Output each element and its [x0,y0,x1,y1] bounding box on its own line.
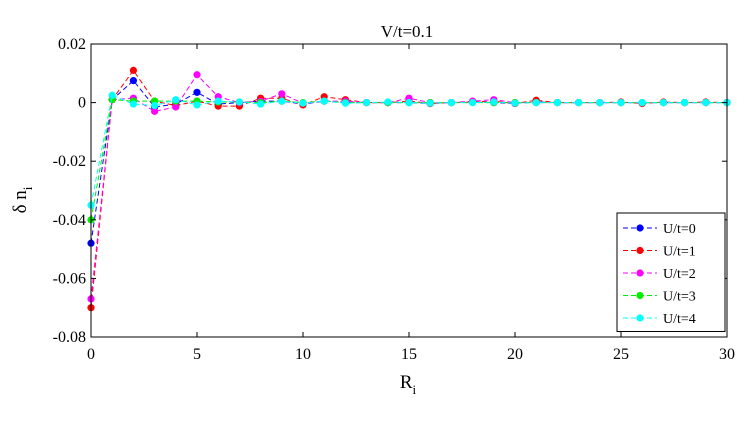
series-line [90,94,727,206]
data-point [108,91,116,99]
data-point [235,98,243,106]
legend-label: U/t=4 [663,312,696,327]
data-point [320,97,328,105]
legend-item: U/t=2 [623,267,696,282]
legend-item: U/t=3 [623,290,696,305]
data-point [129,100,137,108]
data-point [214,97,222,105]
legend-marker [636,314,644,322]
data-point [638,99,646,107]
x-tick-label: 0 [87,346,95,363]
x-tick-label: 20 [507,346,523,363]
y-tick-label: -0.04 [53,212,86,229]
data-point [278,97,286,105]
data-point [426,99,434,107]
data-point [193,88,201,96]
y-axis-label: δ ni [10,186,35,213]
series-3 [87,96,731,224]
y-axis-label-main: δ n [10,190,31,214]
y-tick-label: 0 [78,95,86,112]
legend-label: U/t=1 [663,245,696,260]
y-tick-label: 0.02 [58,36,86,53]
data-point [172,96,180,104]
x-tick-label: 15 [401,346,417,363]
x-axis-label-main: R [400,372,413,393]
legend-item: U/t=1 [623,245,696,260]
x-tick-label: 30 [719,346,735,363]
data-point [681,99,689,107]
legend-marker [636,269,644,277]
data-point [129,66,137,74]
data-point [447,99,455,107]
x-axis-label: Ri [400,372,417,397]
data-point [617,99,625,107]
data-point [702,99,710,107]
data-point [299,99,307,107]
x-tick-label: 10 [295,346,311,363]
data-point [193,71,201,79]
data-point [363,99,371,107]
data-point [193,101,201,109]
legend-label: U/t=3 [663,290,696,305]
data-point [553,99,562,107]
data-point [490,98,498,106]
legend-item: U/t=0 [623,222,696,237]
data-point [278,90,286,98]
legend-marker [636,224,644,232]
x-tick-label: 25 [613,346,629,363]
data-point [532,99,540,107]
data-point [129,77,137,85]
data-point [596,99,604,107]
data-point [575,99,583,107]
legend-box [616,212,726,332]
legend-marker [636,246,644,255]
data-point [405,99,413,107]
data-point [341,99,349,107]
legend: U/t=0 U/t=1 U/t=2 U/t=3 U/t=4 [616,212,726,332]
data-point [151,101,159,110]
legend-label: U/t=0 [663,222,696,237]
data-point [151,107,159,115]
legend-label: U/t=2 [663,267,696,282]
series-4 [87,91,731,209]
chart-title: V/t=0.1 [381,22,434,41]
legend-marker [636,291,644,300]
data-point [172,103,180,111]
data-point [659,99,668,107]
data-point [257,100,265,108]
legend-item: U/t=4 [623,312,696,327]
data-point [384,98,392,106]
y-tick-label: -0.08 [53,329,86,346]
y-tick-label: -0.06 [53,270,86,287]
x-tick-label: 5 [193,346,201,363]
data-point [469,99,477,107]
x-axis-label-subscript: i [413,382,417,397]
y-tick-label: -0.02 [53,153,86,170]
series-line [90,99,727,220]
data-point [511,99,519,107]
y-axis-label-subscript: i [20,186,35,190]
